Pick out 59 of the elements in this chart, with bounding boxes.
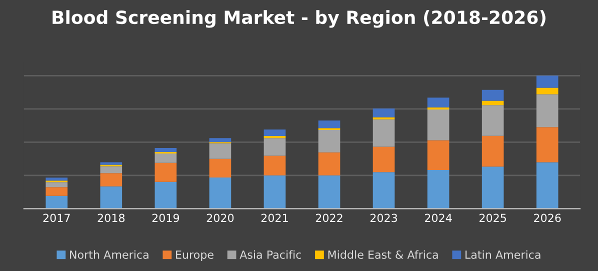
bar	[209, 143, 232, 159]
bar	[209, 138, 232, 142]
bar	[100, 166, 122, 174]
chart-title: Blood Screening Market - by Region (2018-2026)	[52, 10, 546, 28]
bar	[536, 76, 558, 88]
bar	[46, 196, 68, 209]
bar	[46, 182, 68, 188]
legend-label: North America	[70, 250, 148, 259]
bar	[482, 166, 504, 209]
legend-label: Latin America	[466, 250, 540, 259]
bar	[100, 186, 122, 209]
bar	[154, 182, 177, 209]
bar	[427, 140, 450, 170]
bar	[264, 138, 286, 156]
x-tick-label: 2024	[424, 214, 452, 222]
legend-label: Asia Pacific	[240, 250, 302, 259]
bar	[482, 105, 504, 136]
bar	[536, 88, 558, 94]
bar	[372, 146, 395, 172]
x-tick-label: 2022	[316, 214, 342, 222]
bar	[427, 107, 450, 110]
bar	[318, 175, 340, 209]
bar	[209, 178, 232, 209]
bar	[264, 130, 286, 136]
bar	[154, 153, 177, 163]
bar	[536, 127, 558, 162]
x-tick-label: 2021	[261, 214, 288, 222]
bar	[264, 156, 286, 176]
bar	[264, 175, 286, 209]
bar	[372, 108, 395, 118]
bar	[318, 152, 340, 176]
legend-label: Middle East & Africa	[328, 250, 438, 259]
x-tick-label: 2023	[370, 214, 398, 222]
bar	[427, 98, 450, 108]
legend-label: Europe	[176, 250, 214, 261]
bar	[482, 90, 504, 101]
bar	[46, 178, 68, 181]
bar	[318, 120, 340, 128]
bar	[427, 170, 450, 209]
bar	[46, 187, 68, 196]
bar	[536, 94, 558, 128]
bar	[427, 110, 450, 140]
bar	[209, 158, 232, 178]
bar	[100, 162, 122, 165]
bar	[372, 119, 395, 147]
x-tick-label: 2025	[480, 214, 506, 222]
bar	[154, 148, 177, 152]
bar	[372, 172, 395, 209]
bar	[100, 173, 122, 186]
x-tick-label: 2019	[152, 214, 180, 222]
x-tick-label: 2018	[98, 214, 125, 222]
x-tick-label: 2026	[534, 214, 561, 222]
bar	[482, 136, 504, 167]
x-tick-label: 2020	[206, 214, 234, 222]
bar	[154, 162, 177, 182]
x-tick-label: 2017	[43, 214, 70, 222]
bar	[318, 130, 340, 152]
bar	[482, 100, 504, 106]
bar	[536, 162, 558, 209]
